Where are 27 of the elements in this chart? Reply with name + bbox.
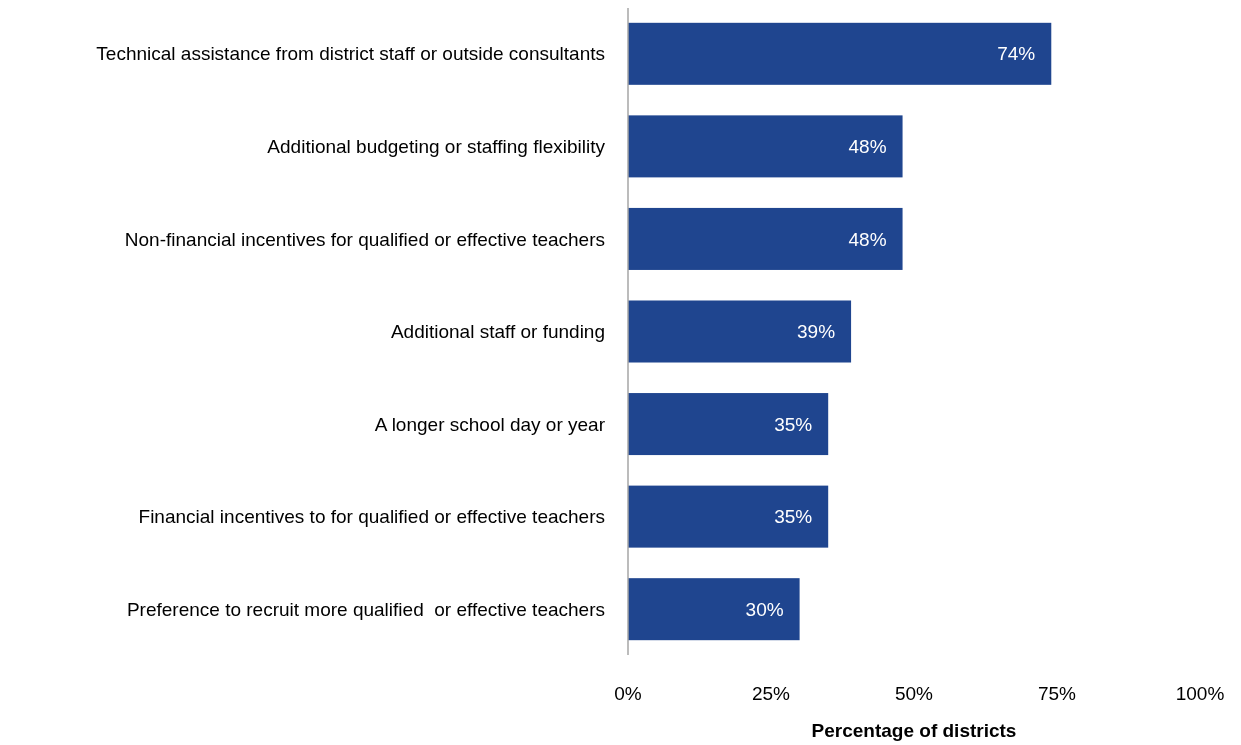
bar bbox=[628, 578, 800, 641]
bar bbox=[628, 207, 903, 270]
y-tick-label: Financial incentives to for qualified or effective teachers bbox=[138, 506, 605, 528]
data-label: 48% bbox=[848, 228, 887, 250]
y-tick-label: A longer school day or year bbox=[374, 413, 606, 435]
x-axis-title: Percentage of districts bbox=[811, 720, 1017, 741]
y-tick-label: Preference to recruit more qualified or effective teachers bbox=[126, 598, 605, 620]
y-tick-label: Additional budgeting or staffing flexibility bbox=[267, 136, 606, 158]
x-tick-label: 0% bbox=[614, 683, 642, 704]
y-tick-label: Non-financial incentives for qualified or effective teachers bbox=[124, 228, 605, 250]
bar bbox=[628, 485, 829, 548]
data-label: 39% bbox=[797, 321, 836, 343]
bar bbox=[628, 115, 903, 178]
x-tick-label: 50% bbox=[894, 683, 934, 704]
y-tick-label: Technical assistance from district staff or outside consultants bbox=[96, 43, 605, 65]
x-tick-label: 100% bbox=[1175, 683, 1225, 704]
x-tick-label: 75% bbox=[1037, 683, 1077, 704]
data-label: 30% bbox=[745, 598, 784, 620]
data-label: 48% bbox=[848, 136, 887, 158]
y-tick-label: Additional staff or funding bbox=[390, 321, 605, 343]
bar bbox=[628, 22, 1052, 85]
data-label: 35% bbox=[774, 506, 813, 528]
bar bbox=[628, 393, 829, 456]
data-label: 74% bbox=[997, 43, 1036, 65]
bar bbox=[628, 300, 852, 363]
data-label: 35% bbox=[774, 413, 813, 435]
x-tick-label: 25% bbox=[751, 683, 791, 704]
